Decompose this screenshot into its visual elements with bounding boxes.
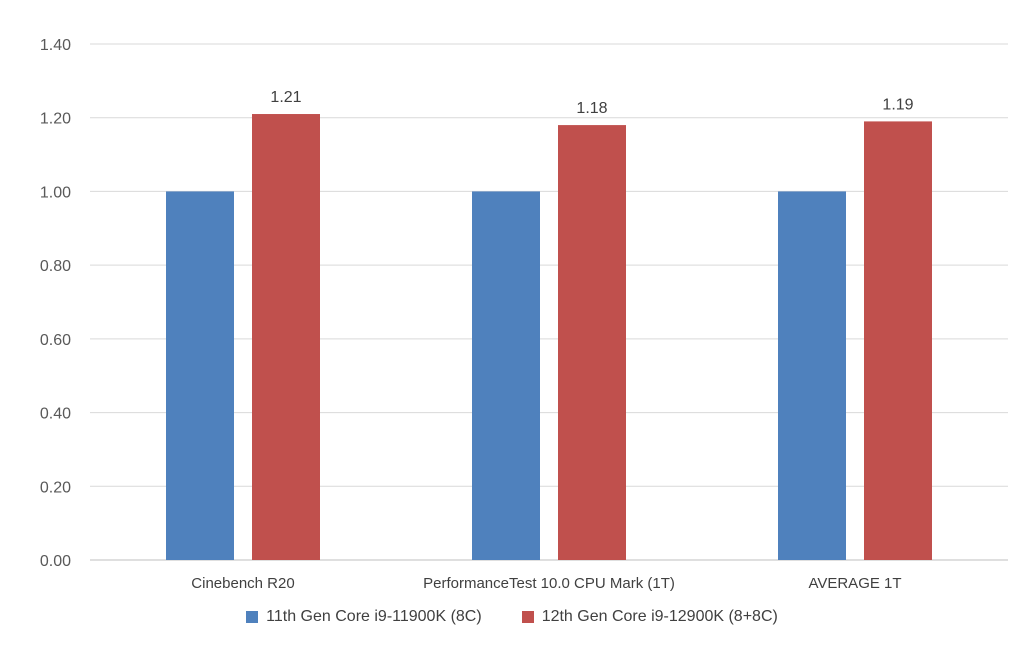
bar-series-2 — [252, 114, 320, 561]
y-tick-label: 0.40 — [40, 406, 71, 423]
data-label: 1.18 — [576, 100, 607, 117]
bar-series-1 — [778, 191, 846, 560]
bar-series-2 — [864, 121, 932, 561]
data-label: 1.21 — [270, 89, 301, 106]
y-tick-label: 0.80 — [40, 258, 71, 275]
y-tick-label: 1.20 — [40, 111, 71, 128]
bar-chart: 0.00 0.20 0.40 0.60 0.80 1.00 1.20 1.40 1.21 Cine… — [40, 37, 1008, 592]
legend: 11th Gen Core i9-11900K (8C) 12th Gen Co… — [0, 608, 1024, 626]
legend-label-series-1: 11th Gen Core i9-11900K (8C) — [266, 608, 482, 625]
y-tick-label: 1.00 — [40, 184, 71, 201]
bar-series-1 — [166, 191, 234, 560]
bar-series-1 — [472, 191, 540, 560]
y-tick-label: 0.60 — [40, 332, 71, 349]
legend-swatch-series-2 — [521, 611, 534, 623]
x-category-label: AVERAGE 1T — [808, 575, 901, 592]
x-category-label: PerformanceTest 10.0 CPU Mark (1T) — [423, 575, 675, 592]
legend-item-series-1: 11th Gen Core i9-11900K (8C) — [246, 608, 482, 626]
y-tick-label: 0.20 — [40, 479, 71, 496]
legend-label-series-2: 12th Gen Core i9-12900K (8+8C) — [541, 608, 778, 625]
y-tick-label: 1.40 — [40, 37, 71, 54]
bar-series-2 — [558, 125, 626, 560]
legend-swatch-series-1 — [246, 611, 259, 623]
y-tick-label: 0.00 — [40, 553, 71, 570]
legend-item-series-2: 12th Gen Core i9-12900K (8+8C) — [521, 608, 778, 626]
x-category-label: Cinebench R20 — [191, 575, 294, 592]
data-label: 1.19 — [882, 96, 913, 113]
